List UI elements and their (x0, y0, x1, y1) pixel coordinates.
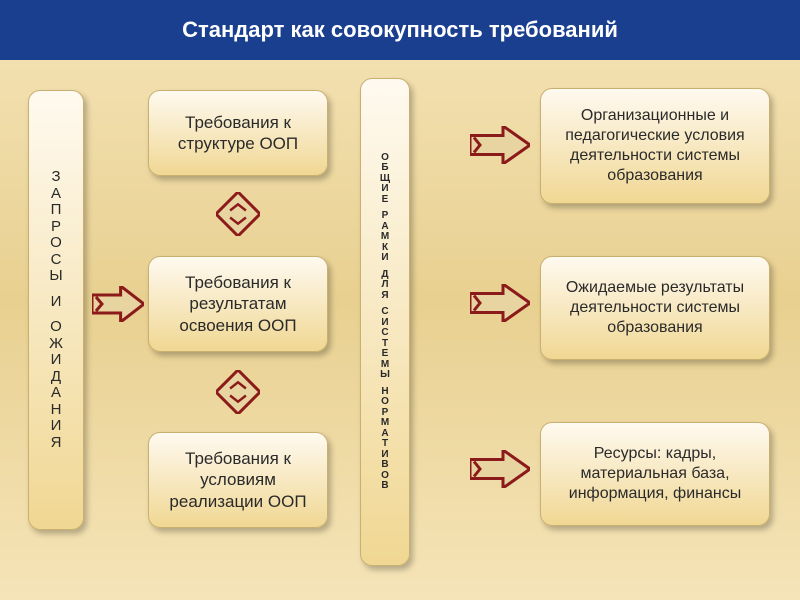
box-req-cond-label: Требования к условиям реализации ООП (157, 448, 319, 512)
arrow-right-icon (470, 126, 530, 164)
box-queries: ЗАПРОСЫ И ОЖИДАНИЯ (28, 90, 84, 530)
box-expected: Ожидаемые результаты деятельности систем… (540, 256, 770, 360)
box-frames-label: ОБЩИЕ РАМКИ ДЛЯ СИСТЕМЫ НОРМАТИВОВ (380, 153, 390, 492)
box-resources-label: Ресурсы: кадры, материальная база, инфор… (549, 444, 761, 504)
box-req-cond: Требования к условиям реализации ООП (148, 432, 328, 528)
diagram-stage: ЗАПРОСЫ И ОЖИДАНИЯ Требования к структур… (0, 60, 800, 600)
box-frames: ОБЩИЕ РАМКИ ДЛЯ СИСТЕМЫ НОРМАТИВОВ (360, 78, 410, 566)
arrow-right-icon (92, 286, 144, 322)
box-req-results: Требования к результатам освоения ООП (148, 256, 328, 352)
box-req-struct-label: Требования к структуре ООП (157, 112, 319, 155)
diamond-connector-icon (216, 370, 260, 414)
diamond-connector-icon (216, 192, 260, 236)
box-expected-label: Ожидаемые результаты деятельности систем… (549, 278, 761, 338)
arrow-right-icon (470, 450, 530, 488)
box-org-cond: Организационные и педагогические условия… (540, 88, 770, 204)
box-req-struct: Требования к структуре ООП (148, 90, 328, 176)
arrow-right-icon (470, 284, 530, 322)
box-queries-label: ЗАПРОСЫ И ОЖИДАНИЯ (49, 169, 63, 451)
box-resources: Ресурсы: кадры, материальная база, инфор… (540, 422, 770, 526)
page-title-bar: Стандарт как совокупность требований (0, 0, 800, 60)
box-req-results-label: Требования к результатам освоения ООП (157, 272, 319, 336)
page-title: Стандарт как совокупность требований (182, 17, 618, 43)
box-org-cond-label: Организационные и педагогические условия… (549, 106, 761, 186)
